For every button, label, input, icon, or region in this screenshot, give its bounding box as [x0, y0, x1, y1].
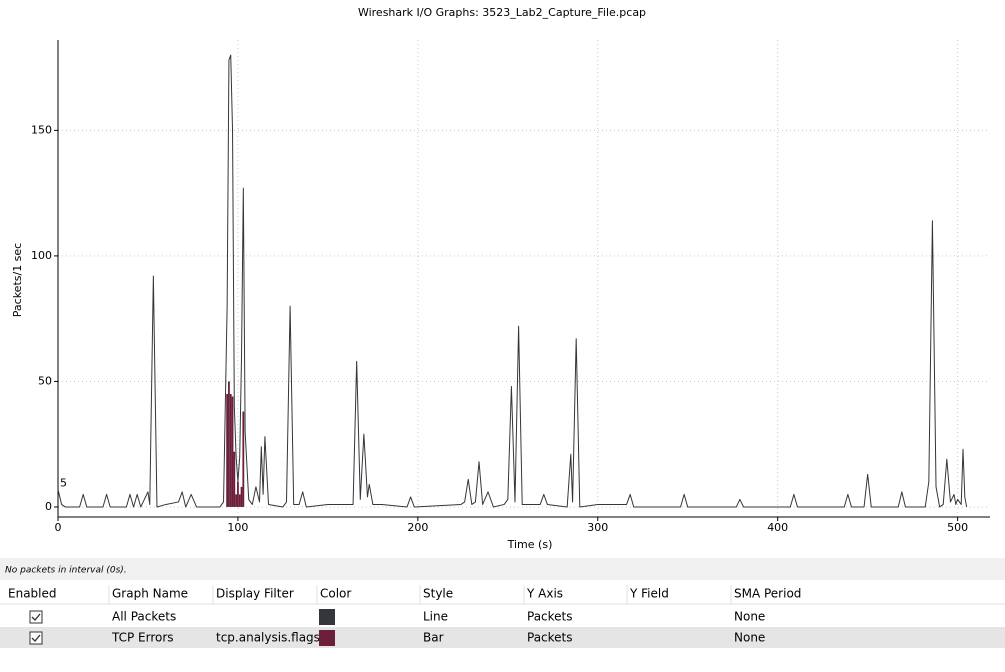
- display-filter[interactable]: tcp.analysis.flags: [216, 631, 320, 645]
- y-tick-label: 50: [38, 374, 52, 387]
- bar: [233, 451, 236, 507]
- color-swatch[interactable]: [319, 609, 335, 625]
- y-axis-label: Packets/1 sec: [11, 243, 24, 317]
- checkbox[interactable]: [29, 610, 43, 624]
- status-bar: [0, 558, 1005, 580]
- bar: [238, 494, 241, 507]
- x-axis-label: Time (s): [507, 538, 553, 551]
- sma-cell[interactable]: None: [734, 610, 765, 624]
- column-header: Y Axis: [526, 587, 563, 601]
- chart-title: Wireshark I/O Graphs: 3523_Lab2_Capture_…: [358, 6, 646, 19]
- y-tick-label: 0: [45, 500, 52, 513]
- x-tick-label: 300: [587, 521, 608, 534]
- check-mark: [31, 613, 41, 621]
- x-tick-label: 0: [55, 521, 62, 534]
- bar: [235, 494, 238, 507]
- column-header: Y Field: [629, 587, 669, 601]
- selected-row[interactable]: [0, 627, 1005, 648]
- x-tick-label: 100: [227, 521, 248, 534]
- y-tick-label: 150: [31, 123, 52, 136]
- y-axis-cell[interactable]: Packets: [527, 610, 573, 624]
- style-cell[interactable]: Line: [423, 610, 448, 624]
- y-tick-label: 100: [31, 249, 52, 262]
- graph-name[interactable]: All Packets: [112, 610, 176, 624]
- status-text: No packets in interval (0s).: [5, 566, 127, 576]
- check-mark: [31, 634, 41, 642]
- bar: [240, 486, 243, 507]
- bar: [229, 393, 232, 507]
- column-header: Style: [423, 587, 453, 601]
- bar: [226, 393, 229, 507]
- color-swatch[interactable]: [319, 630, 335, 646]
- column-header: Graph Name: [112, 587, 188, 601]
- column-header: Enabled: [8, 587, 57, 601]
- style-cell[interactable]: Bar: [423, 631, 444, 645]
- annotation: 5: [60, 476, 67, 489]
- column-header: Color: [320, 587, 351, 601]
- bar: [231, 396, 234, 507]
- x-tick-label: 200: [407, 521, 428, 534]
- x-tick-label: 500: [947, 521, 968, 534]
- graph-name[interactable]: TCP Errors: [111, 631, 174, 645]
- x-tick-label: 400: [767, 521, 788, 534]
- column-header: SMA Period: [734, 587, 801, 601]
- checkbox[interactable]: [29, 631, 43, 645]
- y-axis-cell[interactable]: Packets: [527, 631, 573, 645]
- bar: [242, 411, 245, 507]
- column-header: Display Filter: [216, 587, 294, 601]
- sma-cell[interactable]: None: [734, 631, 765, 645]
- bar: [237, 481, 239, 507]
- bar: [228, 381, 230, 507]
- line-series: [57, 54, 968, 508]
